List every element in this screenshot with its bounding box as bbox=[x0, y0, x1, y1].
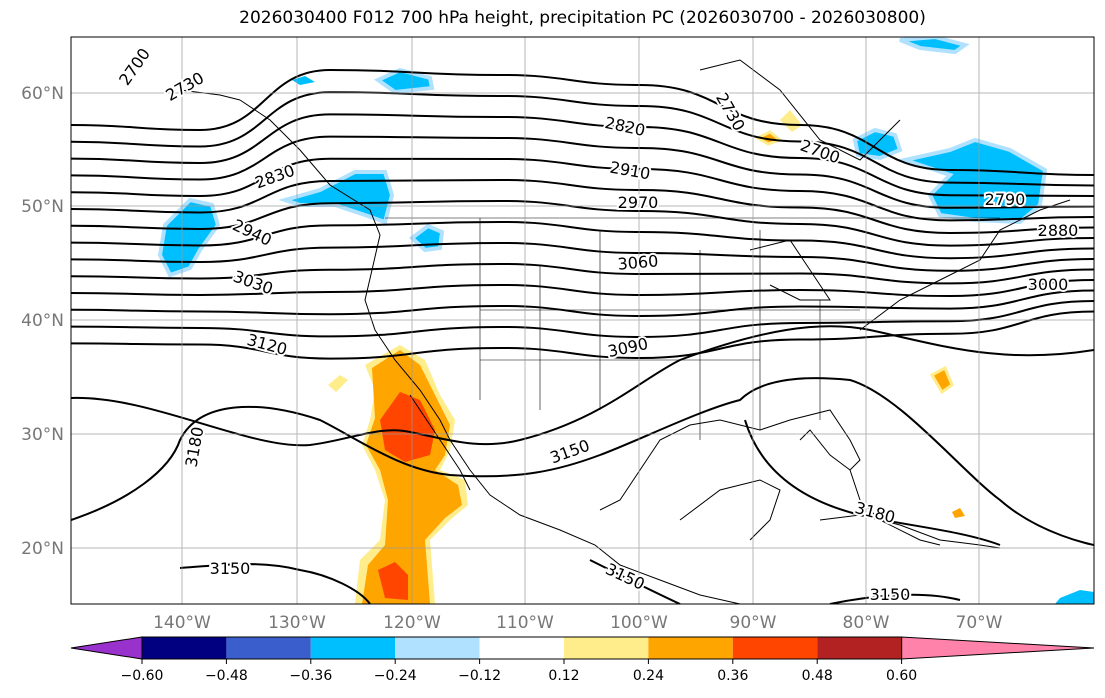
precip-positive-area bbox=[780, 110, 802, 132]
colorbar-tick-label: 0.60 bbox=[886, 668, 917, 684]
precip-negative-area bbox=[897, 137, 1048, 225]
precip-positive-area bbox=[328, 375, 348, 392]
contour-3150 bbox=[829, 593, 961, 604]
precip-positive-area bbox=[952, 508, 965, 518]
lon-tick-label: 110°W bbox=[496, 613, 554, 633]
contour-label: 2970 bbox=[618, 193, 659, 212]
lat-tick-label: 40°N bbox=[21, 311, 64, 331]
contour-label: 3150 bbox=[870, 585, 911, 604]
contour-3150 bbox=[179, 563, 371, 604]
colorbar-tick-label: −0.24 bbox=[374, 668, 417, 684]
contour-label: 2820 bbox=[603, 113, 647, 140]
contour-labels: 2700 273028302940303031203180315028202910… bbox=[113, 43, 1080, 604]
figure-title: 2026030400 F012 700 hPa height, precipit… bbox=[239, 8, 926, 28]
contour-3150 bbox=[71, 325, 1094, 447]
contour-label: 2700 bbox=[115, 45, 154, 89]
contour-3120 bbox=[71, 310, 1094, 360]
contour-label: 3150 bbox=[547, 436, 592, 468]
colorbar-swatch bbox=[395, 637, 480, 659]
colorbar-swatch bbox=[142, 637, 227, 659]
precip-red-area bbox=[378, 562, 408, 600]
colorbar-tick-label: −0.60 bbox=[121, 668, 164, 684]
lon-tick-label: 140°W bbox=[153, 613, 211, 633]
contour-2850 bbox=[71, 157, 1094, 222]
contour-label: 3000 bbox=[1028, 275, 1069, 294]
lon-tick-label: 130°W bbox=[268, 613, 326, 633]
contour-3000 bbox=[71, 262, 1094, 285]
colorbar-tick-label: −0.36 bbox=[289, 668, 332, 684]
lon-tick-label: 120°W bbox=[383, 613, 441, 633]
lat-tick-label: 60°N bbox=[21, 84, 64, 104]
colorbar-extend-high bbox=[901, 636, 1095, 660]
colorbar-swatch bbox=[226, 637, 311, 659]
map-frame bbox=[70, 36, 1095, 605]
colorbar-swatch bbox=[648, 637, 733, 659]
contour-3180 bbox=[71, 377, 1094, 546]
colorbar-swatch bbox=[310, 637, 396, 659]
precip-negative-area bbox=[408, 223, 445, 253]
colorbar-swatch bbox=[732, 637, 818, 659]
precip-negative-area bbox=[1055, 590, 1094, 604]
lon-tick-label: 70°W bbox=[956, 613, 1003, 633]
contour-3030 bbox=[71, 279, 1094, 298]
contour-label: 3180 bbox=[853, 498, 897, 527]
contour-label: 2830 bbox=[252, 161, 297, 193]
colorbar: −0.60 −0.48 −0.36 −0.24 −0.12 0.12 0.24 0.36 0.4… bbox=[70, 636, 1095, 684]
contour-2760 bbox=[71, 91, 1094, 187]
height-contours bbox=[71, 68, 1094, 360]
precip-positive-area bbox=[929, 365, 954, 395]
lon-tick-label: 90°W bbox=[730, 613, 777, 633]
lat-tick-label: 30°N bbox=[21, 425, 64, 445]
colorbar-tick-label: 0.12 bbox=[548, 668, 579, 684]
contour-label: 2790 bbox=[985, 190, 1026, 209]
colorbar-tick-label: −0.48 bbox=[205, 668, 248, 684]
contour-label: 2700 bbox=[798, 136, 843, 168]
contour-label: 2910 bbox=[608, 158, 651, 184]
contour-2790 bbox=[71, 113, 1094, 197]
colorbar-tick-label: 0.48 bbox=[802, 668, 833, 684]
colorbar-tick-label: −0.12 bbox=[458, 668, 501, 684]
lon-tick-label: 100°W bbox=[610, 613, 668, 633]
contour-2970 bbox=[71, 241, 1094, 272]
colorbar-tick-label: 0.36 bbox=[717, 668, 748, 684]
axis-ticks: 60°N 50°N 40°N 30°N 20°N 140°W 130°W 120°W 110°W… bbox=[21, 84, 1003, 633]
lat-tick-label: 20°N bbox=[21, 539, 64, 559]
precip-negative-area bbox=[292, 76, 315, 85]
precip-negative-area bbox=[899, 37, 970, 55]
precip-negative-area bbox=[852, 127, 903, 161]
state-borders bbox=[385, 217, 1000, 440]
contour-label: 2730 bbox=[162, 68, 207, 105]
colorbar-extend-low bbox=[70, 636, 143, 660]
contour-2730 bbox=[71, 68, 1094, 176]
contour-3180 bbox=[744, 419, 1001, 546]
contour-3150 bbox=[589, 559, 681, 604]
gridlines bbox=[71, 37, 1094, 604]
contour-3090 bbox=[71, 300, 1094, 339]
precip-negative-area bbox=[278, 170, 395, 225]
colorbar-swatch bbox=[564, 637, 649, 659]
colorbar-frame bbox=[141, 636, 903, 660]
colorbar-swatch bbox=[817, 637, 902, 659]
contour-label: 3150 bbox=[603, 559, 648, 593]
contour-label: 3060 bbox=[617, 251, 659, 273]
colorbar-swatch bbox=[479, 637, 564, 659]
contour-label: 2880 bbox=[1038, 221, 1079, 240]
contour-label: 2730 bbox=[712, 89, 749, 134]
colorbar-tick-label: 0.24 bbox=[633, 668, 664, 684]
contour-2880 bbox=[71, 178, 1094, 235]
contour-label: 3150 bbox=[210, 559, 251, 578]
contour-3060 bbox=[71, 289, 1094, 318]
coastlines bbox=[179, 59, 1071, 604]
contour-2940 bbox=[71, 220, 1094, 260]
contour-2910 bbox=[71, 199, 1094, 247]
lat-tick-label: 50°N bbox=[21, 197, 64, 217]
precip-shading bbox=[157, 37, 1094, 604]
lon-tick-label: 80°W bbox=[843, 613, 890, 633]
precip-red-area bbox=[380, 392, 435, 462]
contour-label: 3090 bbox=[606, 334, 650, 361]
